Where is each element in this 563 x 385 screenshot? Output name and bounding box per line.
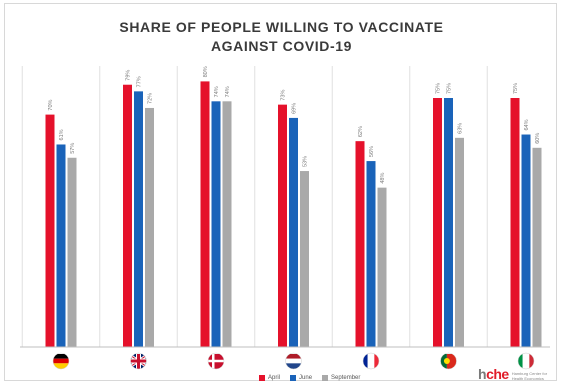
data-label-italy-june: 64% xyxy=(524,119,530,130)
data-label-france-april: 62% xyxy=(358,126,364,137)
flag-germany xyxy=(52,352,70,370)
flag-netherlands xyxy=(285,352,302,370)
logo-mark-prefix: h xyxy=(478,366,487,382)
flag-portugal xyxy=(440,352,457,370)
data-label-germany-september: 57% xyxy=(70,143,76,154)
flags-layer xyxy=(52,352,535,370)
data-label-netherlands-june: 69% xyxy=(292,103,298,114)
data-label-united-kingdom-september: 72% xyxy=(148,93,154,104)
bars-layer xyxy=(45,81,542,348)
data-label-germany-april: 70% xyxy=(48,99,54,110)
data-label-germany-june: 61% xyxy=(59,129,65,140)
value-labels-layer: 70% 61% 57% 79% 77% 72% 80% 74% 74% 73% 69% 53% 62% 5… xyxy=(48,66,541,183)
data-label-france-september: 48% xyxy=(380,173,386,184)
flag-united-kingdom xyxy=(130,352,147,370)
bar-italy-april xyxy=(510,98,520,347)
bar-denmark-april xyxy=(200,81,210,348)
data-label-italy-april: 75% xyxy=(513,83,519,94)
flag-denmark xyxy=(207,352,225,370)
data-label-united-kingdom-april: 79% xyxy=(126,70,132,81)
flag-italy xyxy=(517,352,535,370)
data-label-italy-september: 60% xyxy=(535,133,541,144)
legend-swatch-september xyxy=(322,375,329,381)
legend-swatch-june xyxy=(290,375,297,381)
data-label-netherlands-april: 73% xyxy=(281,90,287,101)
data-label-portugal-april: 75% xyxy=(436,83,442,94)
data-label-portugal-june: 75% xyxy=(447,83,453,94)
bar-germany-june xyxy=(56,144,66,347)
legend-item-april: April xyxy=(259,375,280,381)
title-line-1: SHARE OF PEOPLE WILLING TO VACCINATE xyxy=(119,19,444,35)
chart-title: SHARE OF PEOPLE WILLING TO VACCINATE AGA… xyxy=(0,18,563,56)
bar-united-kingdom-april xyxy=(123,84,132,347)
bar-netherlands-april xyxy=(278,104,287,347)
group-separators xyxy=(21,66,488,347)
bar-united-kingdom-june xyxy=(134,91,143,347)
bar-france-april xyxy=(355,141,365,347)
legend-label-september: September xyxy=(331,375,361,381)
bar-germany-april xyxy=(45,114,55,347)
data-label-portugal-september: 63% xyxy=(458,123,464,134)
legend: April June September xyxy=(259,373,360,383)
legend-label-april: April xyxy=(268,375,281,381)
bar-portugal-april xyxy=(433,98,442,347)
data-label-netherlands-september: 53% xyxy=(303,156,309,167)
logo-mark: hche xyxy=(478,367,509,381)
data-label-united-kingdom-june: 77% xyxy=(137,76,143,87)
bar-portugal-september xyxy=(455,137,464,347)
bar-germany-september xyxy=(67,157,77,347)
bar-denmark-june xyxy=(211,101,221,347)
logo-mark-accent: che xyxy=(486,366,509,382)
legend-item-september: September xyxy=(322,375,360,381)
bar-netherlands-september xyxy=(300,171,309,347)
bar-netherlands-june xyxy=(289,117,298,347)
data-label-denmark-september: 74% xyxy=(225,86,231,97)
data-label-denmark-april: 80% xyxy=(203,66,209,77)
hche-logo: hche Hamburg Center for Health Economics xyxy=(478,367,552,381)
legend-item-june: June xyxy=(290,375,312,381)
logo-subtitle: Hamburg Center for Health Economics xyxy=(511,371,548,381)
legend-label-june: June xyxy=(299,375,313,381)
bar-denmark-september xyxy=(222,101,232,347)
data-label-denmark-june: 74% xyxy=(214,86,220,97)
bar-france-september xyxy=(377,187,387,347)
bar-italy-june xyxy=(521,134,531,347)
bar-france-june xyxy=(366,161,376,347)
title-line-2: AGAINST COVID-19 xyxy=(210,38,353,54)
flag-france xyxy=(362,352,380,370)
legend-swatch-april xyxy=(259,375,265,381)
data-label-france-june: 56% xyxy=(369,146,375,157)
bar-italy-september xyxy=(532,147,542,347)
bar-portugal-june xyxy=(444,98,453,347)
bar-united-kingdom-september xyxy=(145,107,154,348)
